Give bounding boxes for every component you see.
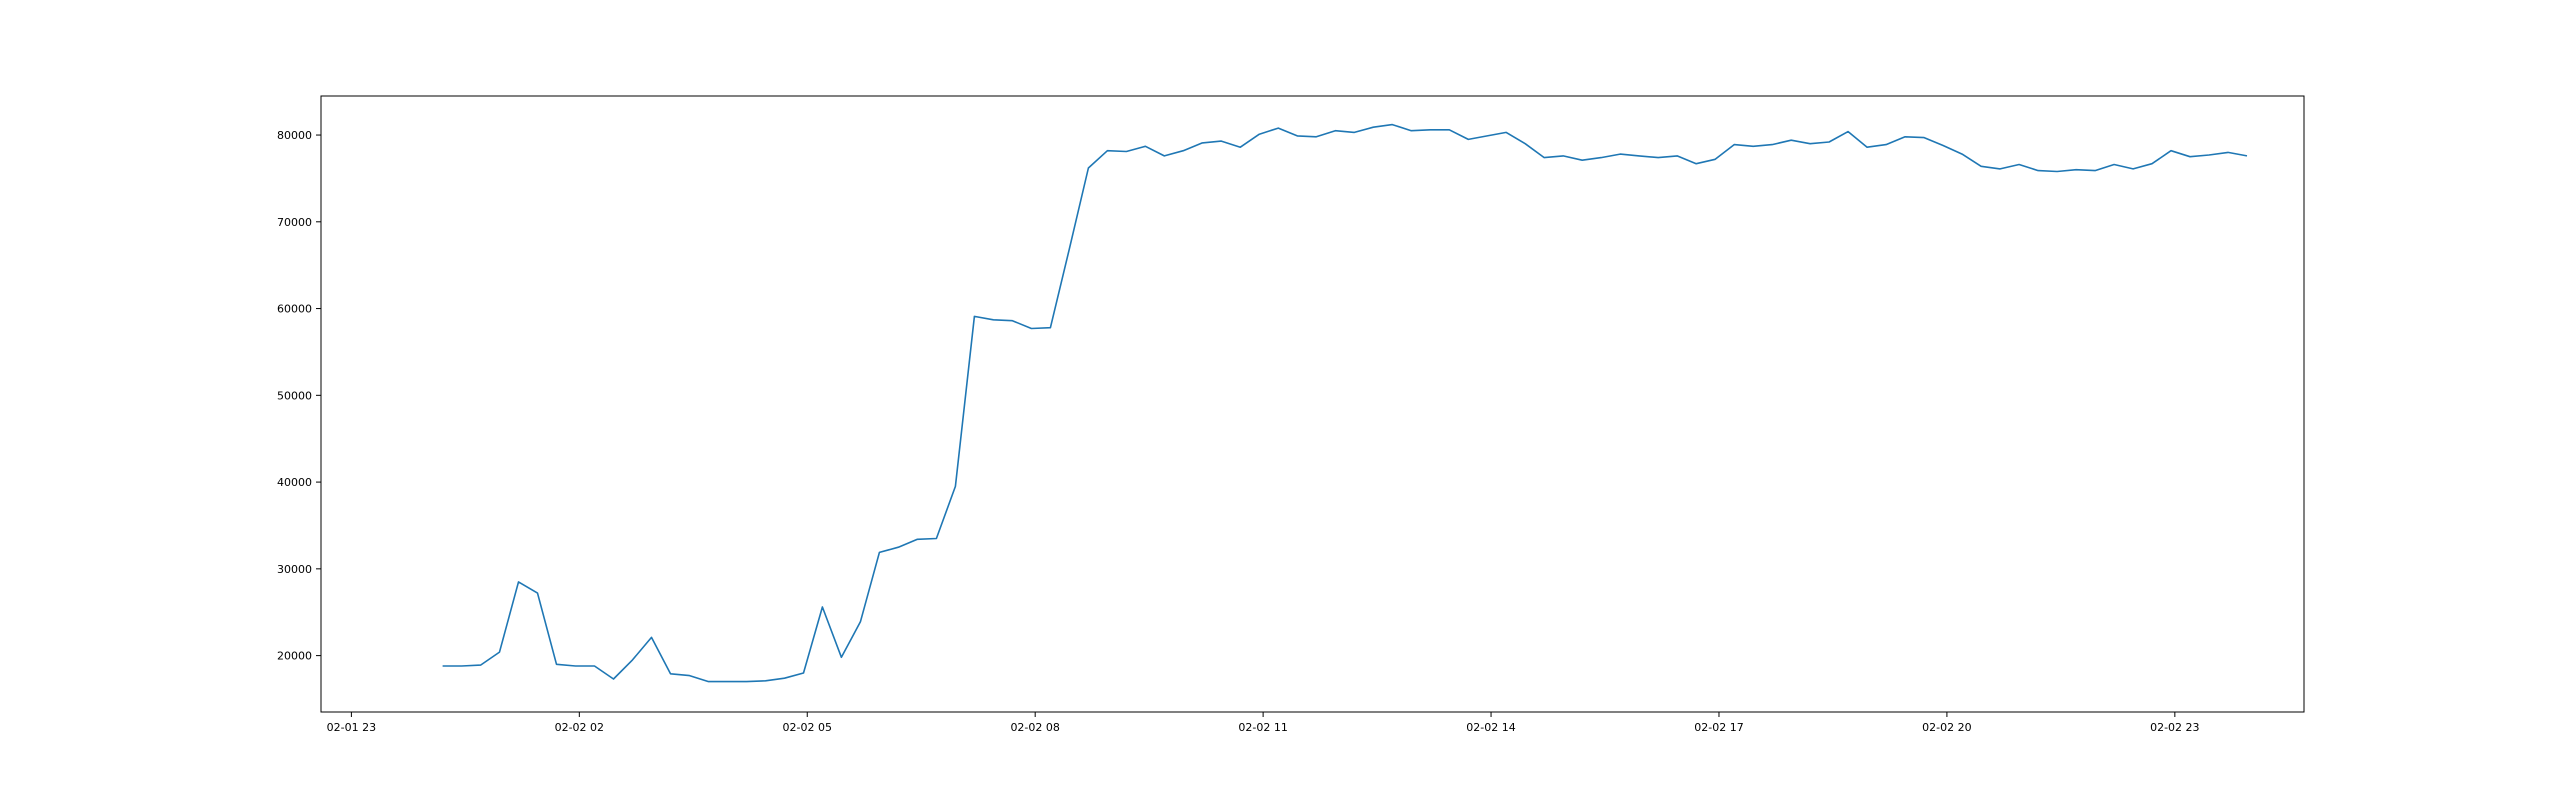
series-line — [442, 123, 2248, 683]
x-tick-label: 02-02 02 — [555, 721, 604, 734]
x-tick-label: 02-02 17 — [1694, 721, 1743, 734]
plot-frame — [320, 95, 2305, 713]
y-tick-label: 70000 — [277, 216, 312, 229]
x-tick-label: 02-02 14 — [1466, 721, 1515, 734]
y-tick-label: 30000 — [277, 563, 312, 576]
x-tick-label: 02-02 20 — [1922, 721, 1971, 734]
x-tick-label: 02-01 23 — [327, 721, 376, 734]
y-axis: 20000 30000 40000 50000 60000 70000 80000 — [277, 129, 321, 663]
x-axis: 02-01 23 02-02 02 02-02 05 02-02 08 02-02 11… — [327, 712, 2200, 734]
x-tick-label: 02-02 11 — [1238, 721, 1287, 734]
y-tick-label: 60000 — [277, 303, 312, 316]
y-tick-label: 80000 — [277, 129, 312, 142]
y-tick-label: 40000 — [277, 476, 312, 489]
x-tick-label: 02-02 05 — [783, 721, 832, 734]
plot-background — [321, 96, 2304, 712]
y-tick-label: 20000 — [277, 650, 312, 663]
x-tick-label: 02-02 08 — [1010, 721, 1059, 734]
y-tick-label: 50000 — [277, 389, 312, 402]
x-tick-label: 02-02 23 — [2150, 721, 2199, 734]
